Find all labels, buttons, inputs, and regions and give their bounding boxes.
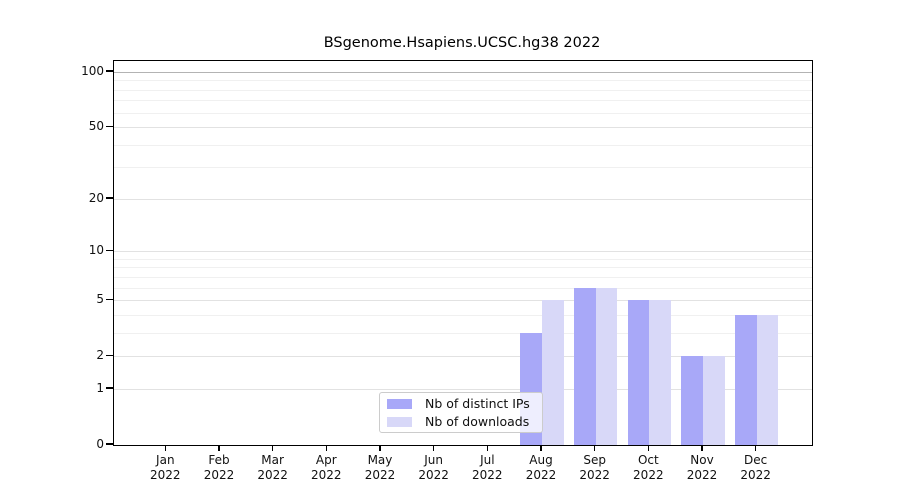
y-axis-tick (106, 443, 113, 445)
minor-gridline (114, 112, 812, 114)
x-axis-label: Jun 2022 (418, 453, 449, 482)
x-axis-tick (594, 445, 596, 451)
x-axis-label: Nov 2022 (686, 453, 718, 482)
bar-downloads (595, 287, 618, 445)
y-axis-label: 2 (96, 348, 104, 363)
bar-distinct-ips (681, 356, 703, 445)
x-axis-label: May 2022 (364, 453, 396, 482)
y-axis-label: 1 (96, 380, 104, 395)
legend: Nb of distinct IPs Nb of downloads (379, 392, 543, 433)
major-gridline (114, 127, 812, 129)
major-gridline (114, 300, 812, 302)
bar-downloads (756, 314, 779, 445)
y-axis-tick (106, 354, 113, 356)
y-axis-label: 0 (96, 437, 104, 451)
x-axis-label: Jul 2022 (472, 453, 503, 482)
x-axis-tick (218, 445, 220, 451)
chart-title: BSgenome.Hsapiens.UCSC.hg38 2022 (323, 35, 601, 51)
bar-downloads (649, 300, 671, 445)
y-axis-tick (106, 249, 113, 251)
y-axis-tick (106, 70, 113, 72)
x-axis-label: Feb 2022 (203, 453, 235, 482)
minor-gridline (114, 258, 812, 260)
minor-gridline (114, 144, 812, 146)
minor-gridline (114, 80, 812, 82)
minor-gridline (114, 332, 812, 334)
x-axis-tick (433, 445, 435, 451)
x-axis-label: Aug 2022 (525, 453, 557, 482)
y-axis-label: 5 (96, 292, 104, 307)
y-axis-label: 10 (88, 243, 104, 258)
y-axis-label: 20 (88, 190, 104, 205)
minor-gridline (114, 267, 812, 269)
x-axis-label: Apr 2022 (311, 453, 342, 482)
minor-gridline (114, 100, 812, 102)
y-axis-label: 50 (88, 119, 104, 134)
legend-swatch-distinct-ips (387, 398, 412, 409)
major-gridline (114, 251, 812, 253)
legend-swatch-downloads (387, 416, 412, 427)
x-axis-label: Mar 2022 (257, 453, 288, 482)
x-axis-label: Oct 2022 (633, 453, 664, 482)
major-gridline (114, 356, 812, 358)
plot-area (113, 60, 813, 446)
bar-downloads (541, 300, 564, 445)
legend-label-downloads: Nb of downloads (425, 414, 530, 429)
x-axis-tick (325, 445, 327, 451)
x-axis-tick (486, 445, 488, 451)
minor-gridline (114, 287, 812, 289)
legend-label-distinct-ips: Nb of distinct IPs (425, 396, 530, 411)
minor-gridline (114, 276, 812, 278)
x-axis-label: Sep 2022 (579, 453, 610, 482)
y-axis-label: 100 (81, 64, 104, 78)
x-axis-tick (647, 445, 649, 451)
bar-downloads (703, 356, 725, 445)
major-gridline (114, 388, 812, 390)
x-axis-label: Jan 2022 (150, 453, 181, 482)
bar-distinct-ips (735, 314, 757, 445)
x-axis-tick (272, 445, 274, 451)
minor-gridline (114, 314, 812, 316)
minor-gridline (114, 167, 812, 169)
x-axis-tick (379, 445, 381, 451)
x-axis-label: Dec 2022 (740, 453, 771, 482)
y-axis-tick (106, 125, 113, 127)
legend-item-distinct-ips: Nb of distinct IPs (380, 395, 542, 413)
y-axis-tick (106, 298, 113, 300)
x-axis-tick (540, 445, 542, 451)
bar-distinct-ips (574, 287, 596, 445)
legend-item-downloads: Nb of downloads (380, 413, 542, 431)
x-axis-tick (164, 445, 166, 451)
minor-gridline (114, 89, 812, 91)
bar-distinct-ips (627, 300, 650, 445)
x-axis-tick (755, 445, 757, 451)
y-axis-tick (106, 197, 113, 199)
major-gridline (114, 72, 812, 73)
major-gridline (114, 198, 812, 200)
y-axis-tick (106, 387, 113, 389)
x-axis-tick (701, 445, 703, 451)
